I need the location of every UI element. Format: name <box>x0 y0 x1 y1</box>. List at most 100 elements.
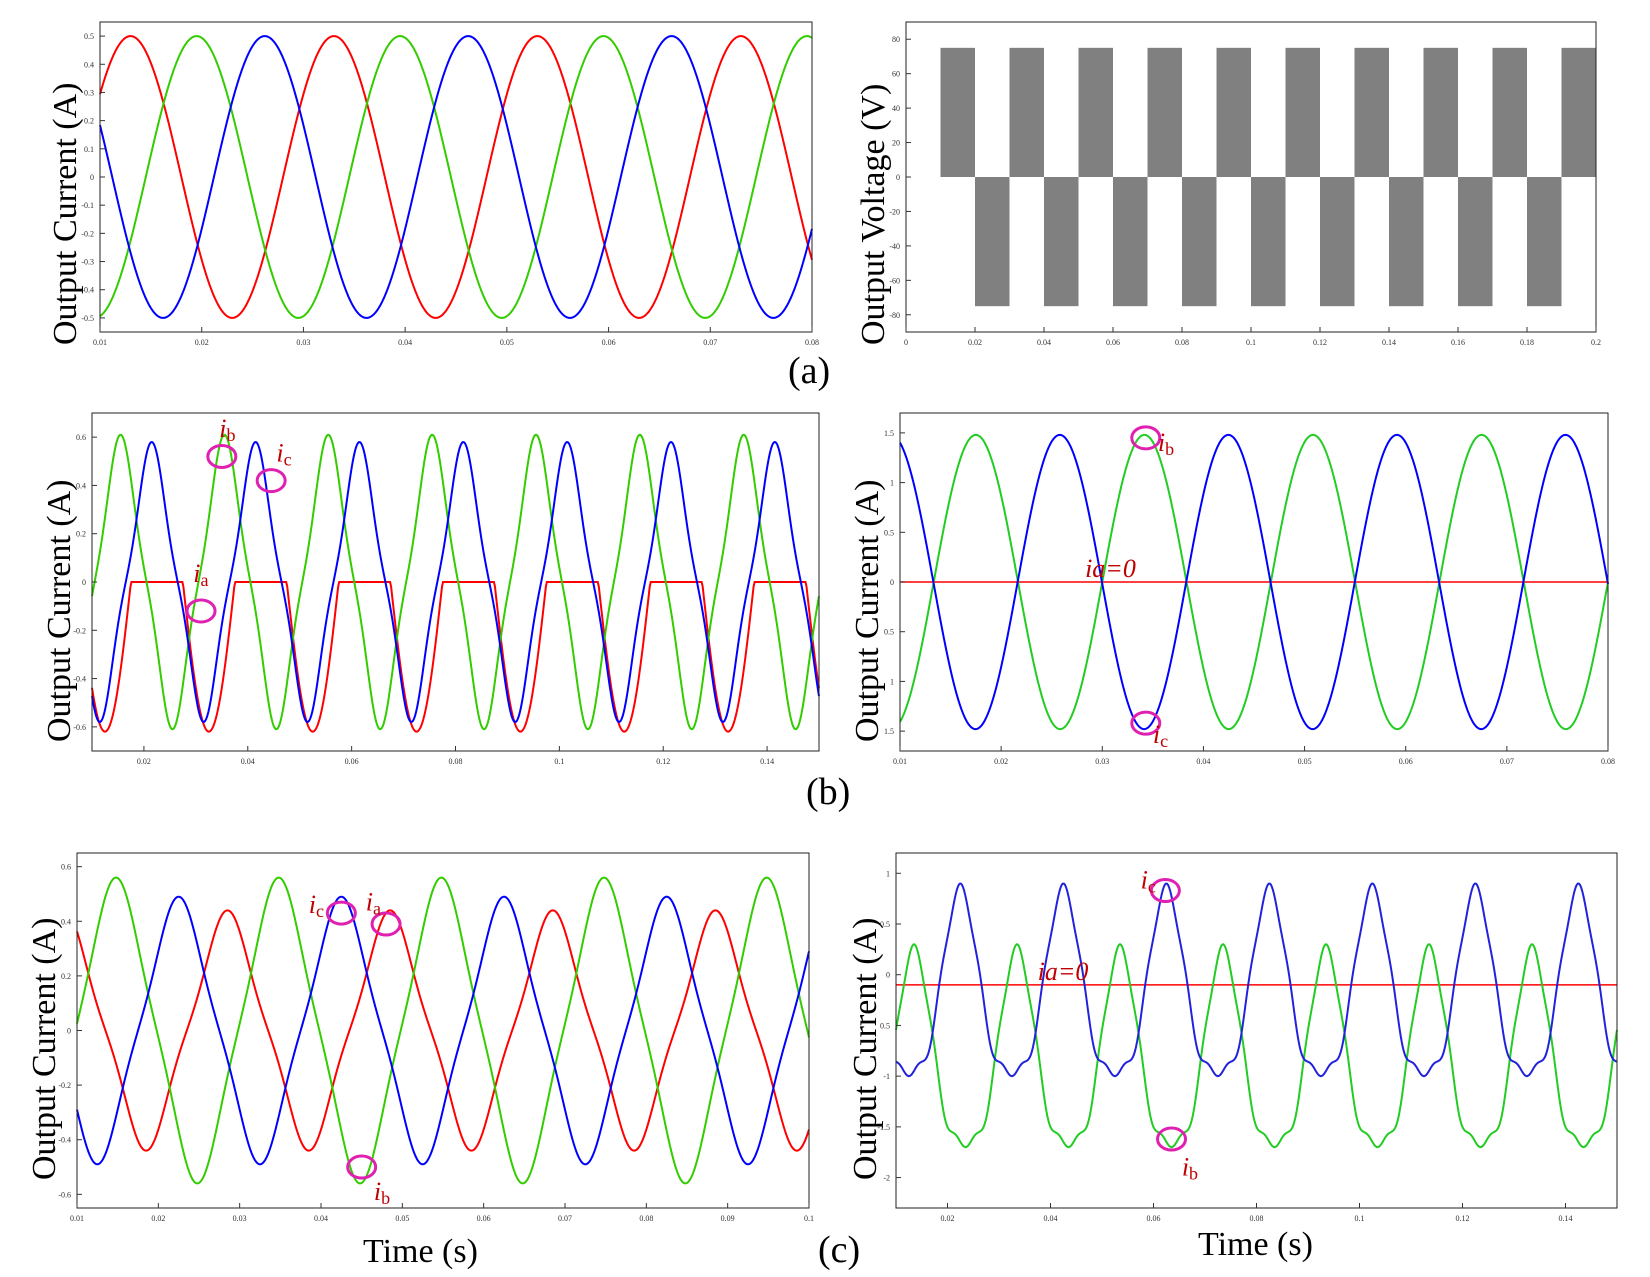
voltage-pulse <box>1113 177 1148 307</box>
chart-a-left: Output Current (A) 0.01 0.02 0.03 0.04 0.05 0… <box>47 21 819 347</box>
y-tick-label: 0.3 <box>84 88 94 97</box>
x-tick-label: 0.08 <box>805 338 819 347</box>
voltage-pulse <box>1354 47 1389 178</box>
panel-label-c: (c) <box>818 1229 860 1271</box>
annotation-label: ib <box>1158 428 1174 459</box>
y-tick-label: -20 <box>889 207 900 216</box>
annotation-label: ia=0 <box>1038 957 1089 986</box>
series-line-ic <box>899 433 1609 731</box>
y-tick-label: -0.2 <box>81 229 94 238</box>
annotation-circle <box>1130 710 1162 736</box>
y-tick-label: 0 <box>896 173 900 182</box>
panel-label-a: (a) <box>788 350 830 392</box>
y-tick-label: 0.4 <box>76 481 86 490</box>
series-line-ib <box>895 943 1618 1149</box>
annotation-circle <box>255 468 287 494</box>
x-tick-label: 0.12 <box>656 757 670 766</box>
chart-b-right: Output Current (A) 0.01 0.02 0.03 0.04 0.05 0… <box>849 412 1615 766</box>
y-tick-label: -0.1 <box>81 201 94 210</box>
y-tick-label: 0.5 <box>880 920 890 929</box>
y-tick-label: 80 <box>892 35 900 44</box>
annotation-subscript: c <box>1160 731 1168 751</box>
x-tick-label: 0.06 <box>1399 757 1413 766</box>
voltage-pulse <box>1044 177 1079 307</box>
voltage-pulse <box>1458 177 1493 307</box>
voltage-pulse <box>1078 47 1113 178</box>
x-axis-label: Time (s) <box>1198 1226 1313 1263</box>
annotation-label: ia=0 <box>1085 554 1136 583</box>
annotation-circle <box>1130 425 1162 451</box>
y-tick-label: 1 <box>890 479 894 488</box>
chart-a-right: Output Voltage (V) 0 0.02 0.04 0.06 0.08 0.1 0… <box>855 21 1601 347</box>
plot-frame <box>99 21 813 333</box>
y-tick-label: 0.2 <box>76 530 86 539</box>
x-tick-label: 0.14 <box>760 757 774 766</box>
y-tick-label: -0.4 <box>81 286 94 295</box>
x-tick-label: 0.03 <box>296 338 310 347</box>
y-tick-label: -0.6 <box>73 723 86 732</box>
annotation-circle <box>185 598 217 624</box>
y-tick-label: 0.5 <box>884 628 894 637</box>
voltage-pulse <box>1492 47 1527 178</box>
y-tick-label: 0 <box>890 578 894 587</box>
y-axis-label: Output Current (A) <box>41 479 78 742</box>
x-tick-label: 0.12 <box>1313 338 1327 347</box>
y-tick-label: 1.5 <box>884 429 894 438</box>
x-tick-label: 0.1 <box>554 757 564 766</box>
annotation-label: ib <box>219 414 235 445</box>
y-tick-label: 0 <box>67 1027 71 1036</box>
voltage-pulse <box>1389 177 1424 307</box>
series-line-ic <box>91 441 820 723</box>
x-tick-label: 0.07 <box>558 1214 572 1223</box>
plot-frame <box>895 852 1618 1209</box>
annotation-circle <box>325 900 357 926</box>
y-tick-label: -0.2 <box>58 1081 71 1090</box>
x-tick-label: 0.02 <box>195 338 209 347</box>
x-tick-label: 0.05 <box>395 1214 409 1223</box>
voltage-pulse <box>1320 177 1355 307</box>
y-axis-label: Output Current (A) <box>849 479 886 742</box>
y-tick-label: 0.5 <box>880 1021 890 1030</box>
y-tick-label: 0.4 <box>61 917 71 926</box>
x-tick-label: 0.06 <box>1106 338 1120 347</box>
voltage-pulse <box>1561 47 1596 178</box>
x-tick-label: 0.18 <box>1520 338 1534 347</box>
x-tick-label: 0.08 <box>1250 1214 1264 1223</box>
series-line-ib <box>76 876 810 1185</box>
y-tick-label: 0.4 <box>84 60 94 69</box>
annotation-label: ic <box>1141 866 1156 897</box>
x-tick-label: 0.06 <box>602 338 616 347</box>
series-line-ib <box>91 433 820 731</box>
x-tick-label: 0.03 <box>1095 757 1109 766</box>
x-tick-label: 0.12 <box>1456 1214 1470 1223</box>
y-tick-label: -1 <box>883 1072 890 1081</box>
series-line-ia <box>99 35 813 319</box>
x-tick-label: 0.07 <box>703 338 717 347</box>
x-tick-label: 0.14 <box>1559 1214 1573 1223</box>
y-axis-label: Output Current (A) <box>47 82 84 345</box>
annotation-subscript: b <box>226 425 235 445</box>
y-tick-label: 0.2 <box>61 972 71 981</box>
series-line-ic <box>76 895 810 1166</box>
annotation-circle <box>1149 878 1181 904</box>
y-tick-label: -1.5 <box>877 1123 890 1132</box>
y-tick-label: -0.3 <box>81 258 94 267</box>
series-line-ic <box>99 35 813 319</box>
y-tick-label: 0.5 <box>884 528 894 537</box>
x-tick-label: 0.06 <box>477 1214 491 1223</box>
y-tick-label: -0.5 <box>81 314 94 323</box>
voltage-pulse <box>1009 47 1044 178</box>
x-tick-label: 0.04 <box>241 757 255 766</box>
y-tick-label: 20 <box>892 139 900 148</box>
x-tick-label: 0.02 <box>137 757 151 766</box>
x-tick-label: 0.14 <box>1382 338 1396 347</box>
y-tick-label: -40 <box>889 242 900 251</box>
annotation-subscript: b <box>1165 439 1174 459</box>
voltage-pulse <box>1285 47 1320 178</box>
x-tick-label: 0.1 <box>1355 1214 1365 1223</box>
x-tick-label: 0.03 <box>233 1214 247 1223</box>
y-tick-label: -0.2 <box>73 626 86 635</box>
x-tick-label: 0 <box>904 338 908 347</box>
x-tick-label: 0.01 <box>893 757 907 766</box>
